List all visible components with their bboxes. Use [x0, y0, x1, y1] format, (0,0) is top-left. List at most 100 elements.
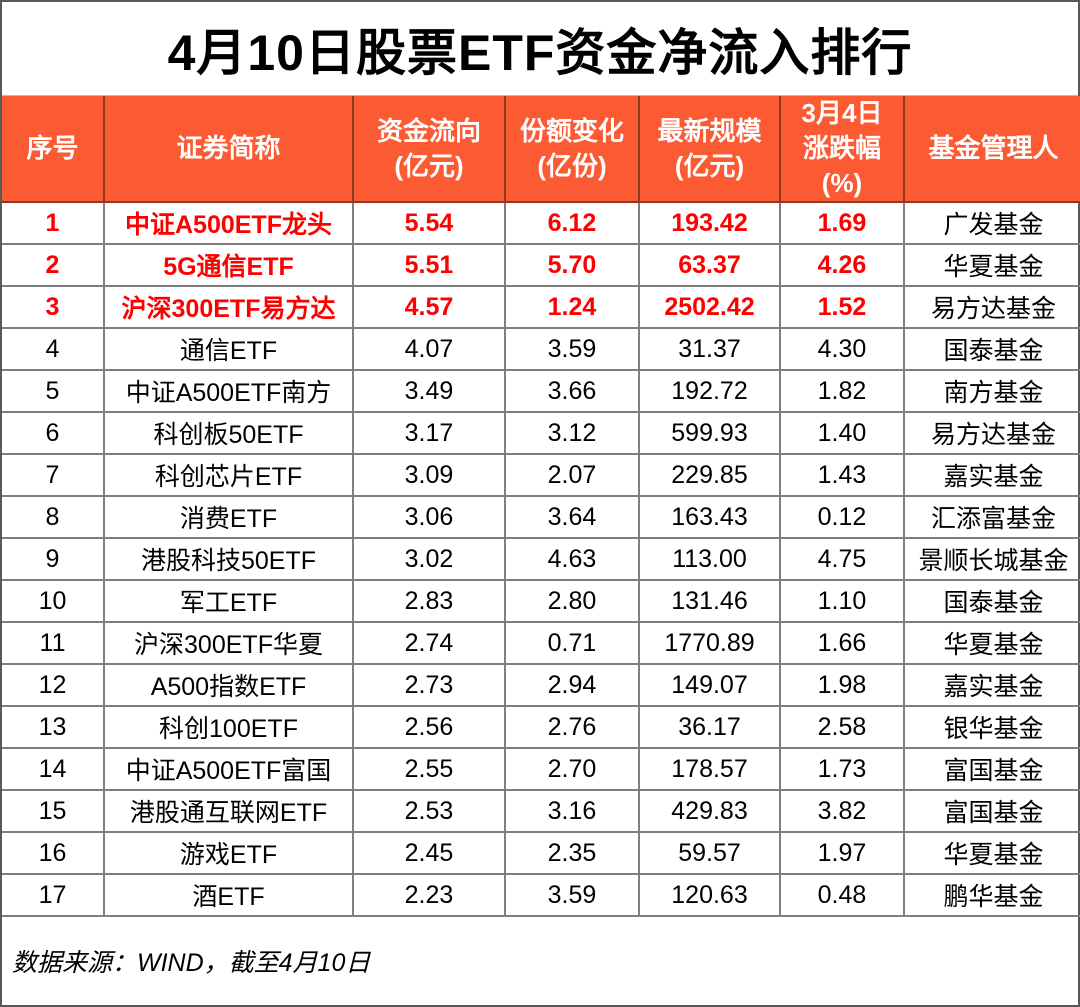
cell-flow: 2.53 [352, 789, 506, 834]
cell-scale: 599.93 [638, 411, 781, 456]
cell-change-pct: 1.97 [779, 831, 905, 876]
cell-rank: 15 [2, 789, 105, 834]
cell-scale: 178.57 [638, 747, 781, 792]
cell-name: 中证A500ETF富国 [103, 747, 354, 792]
table-row: 1 中证A500ETF龙头 5.54 6.12 193.42 1.69 广发基金 [2, 202, 1080, 246]
cell-manager: 嘉实基金 [903, 453, 1080, 498]
cell-share-change: 2.35 [504, 831, 640, 876]
cell-change-pct: 4.75 [779, 537, 905, 582]
cell-flow: 3.09 [352, 453, 506, 498]
cell-share-change: 3.16 [504, 789, 640, 834]
cell-share-change: 3.12 [504, 411, 640, 456]
cell-manager: 富国基金 [903, 789, 1080, 834]
cell-change-pct: 1.43 [779, 453, 905, 498]
cell-share-change: 2.80 [504, 579, 640, 624]
cell-scale: 229.85 [638, 453, 781, 498]
cell-change-pct: 1.69 [779, 202, 905, 246]
cell-share-change: 3.59 [504, 327, 640, 372]
cell-flow: 3.17 [352, 411, 506, 456]
cell-change-pct: 1.10 [779, 579, 905, 624]
cell-flow: 3.06 [352, 495, 506, 540]
cell-scale: 1770.89 [638, 621, 781, 666]
cell-change-pct: 1.66 [779, 621, 905, 666]
cell-change-pct: 0.12 [779, 495, 905, 540]
cell-name: 科创芯片ETF [103, 453, 354, 498]
cell-name: 游戏ETF [103, 831, 354, 876]
cell-scale: 2502.42 [638, 285, 781, 330]
column-header-change-pct: 3月4日 涨跌幅 (%) [779, 96, 905, 204]
cell-rank: 12 [2, 663, 105, 708]
cell-flow: 4.57 [352, 285, 506, 330]
cell-scale: 163.43 [638, 495, 781, 540]
cell-flow: 3.02 [352, 537, 506, 582]
cell-name: 消费ETF [103, 495, 354, 540]
cell-scale: 131.46 [638, 579, 781, 624]
cell-name: 沪深300ETF易方达 [103, 285, 354, 330]
etf-ranking-table: 序号 证券简称 资金流向 (亿元) 份额变化 (亿份) 最新规模 (亿元) 3月… [2, 96, 1080, 918]
table-row: 9 港股科技50ETF 3.02 4.63 113.00 4.75 景顺长城基金 [2, 537, 1080, 582]
table-row: 4 通信ETF 4.07 3.59 31.37 4.30 国泰基金 [2, 327, 1080, 372]
cell-share-change: 4.63 [504, 537, 640, 582]
cell-share-change: 1.24 [504, 285, 640, 330]
cell-change-pct: 1.82 [779, 369, 905, 414]
cell-share-change: 3.64 [504, 495, 640, 540]
cell-flow: 5.51 [352, 243, 506, 288]
cell-flow: 2.83 [352, 579, 506, 624]
cell-share-change: 2.94 [504, 663, 640, 708]
table-row: 6 科创板50ETF 3.17 3.12 599.93 1.40 易方达基金 [2, 411, 1080, 456]
cell-scale: 59.57 [638, 831, 781, 876]
cell-change-pct: 1.73 [779, 747, 905, 792]
column-header-rank: 序号 [2, 96, 105, 204]
table-row: 7 科创芯片ETF 3.09 2.07 229.85 1.43 嘉实基金 [2, 453, 1080, 498]
cell-name: 中证A500ETF龙头 [103, 202, 354, 246]
cell-change-pct: 0.48 [779, 873, 905, 918]
cell-rank: 13 [2, 705, 105, 750]
cell-flow: 2.45 [352, 831, 506, 876]
column-header-scale: 最新规模 (亿元) [638, 96, 781, 204]
cell-rank: 9 [2, 537, 105, 582]
cell-scale: 429.83 [638, 789, 781, 834]
cell-manager: 银华基金 [903, 705, 1080, 750]
cell-share-change: 3.59 [504, 873, 640, 918]
column-header-flow: 资金流向 (亿元) [352, 96, 506, 204]
column-header-name: 证券简称 [103, 96, 354, 204]
cell-manager: 华夏基金 [903, 243, 1080, 288]
cell-share-change: 0.71 [504, 621, 640, 666]
cell-flow: 2.73 [352, 663, 506, 708]
cell-scale: 36.17 [638, 705, 781, 750]
cell-scale: 113.00 [638, 537, 781, 582]
cell-rank: 14 [2, 747, 105, 792]
cell-manager: 华夏基金 [903, 831, 1080, 876]
cell-rank: 11 [2, 621, 105, 666]
cell-manager: 鹏华基金 [903, 873, 1080, 918]
cell-name: 港股科技50ETF [103, 537, 354, 582]
table-header: 序号 证券简称 资金流向 (亿元) 份额变化 (亿份) 最新规模 (亿元) 3月… [2, 96, 1080, 204]
cell-flow: 2.56 [352, 705, 506, 750]
table-row: 12 A500指数ETF 2.73 2.94 149.07 1.98 嘉实基金 [2, 663, 1080, 708]
cell-change-pct: 3.82 [779, 789, 905, 834]
cell-rank: 8 [2, 495, 105, 540]
cell-manager: 嘉实基金 [903, 663, 1080, 708]
cell-share-change: 3.66 [504, 369, 640, 414]
cell-name: 酒ETF [103, 873, 354, 918]
cell-manager: 易方达基金 [903, 285, 1080, 330]
cell-manager: 富国基金 [903, 747, 1080, 792]
cell-manager: 景顺长城基金 [903, 537, 1080, 582]
cell-change-pct: 2.58 [779, 705, 905, 750]
cell-manager: 南方基金 [903, 369, 1080, 414]
table-row: 15 港股通互联网ETF 2.53 3.16 429.83 3.82 富国基金 [2, 789, 1080, 834]
cell-rank: 5 [2, 369, 105, 414]
cell-flow: 3.49 [352, 369, 506, 414]
cell-rank: 7 [2, 453, 105, 498]
table-row: 16 游戏ETF 2.45 2.35 59.57 1.97 华夏基金 [2, 831, 1080, 876]
cell-rank: 17 [2, 873, 105, 918]
table-row: 2 5G通信ETF 5.51 5.70 63.37 4.26 华夏基金 [2, 243, 1080, 288]
table-row: 14 中证A500ETF富国 2.55 2.70 178.57 1.73 富国基金 [2, 747, 1080, 792]
page-title: 4月10日股票ETF资金净流入排行 [2, 2, 1078, 96]
cell-name: 港股通互联网ETF [103, 789, 354, 834]
cell-manager: 易方达基金 [903, 411, 1080, 456]
cell-change-pct: 1.98 [779, 663, 905, 708]
cell-flow: 2.74 [352, 621, 506, 666]
cell-change-pct: 4.26 [779, 243, 905, 288]
